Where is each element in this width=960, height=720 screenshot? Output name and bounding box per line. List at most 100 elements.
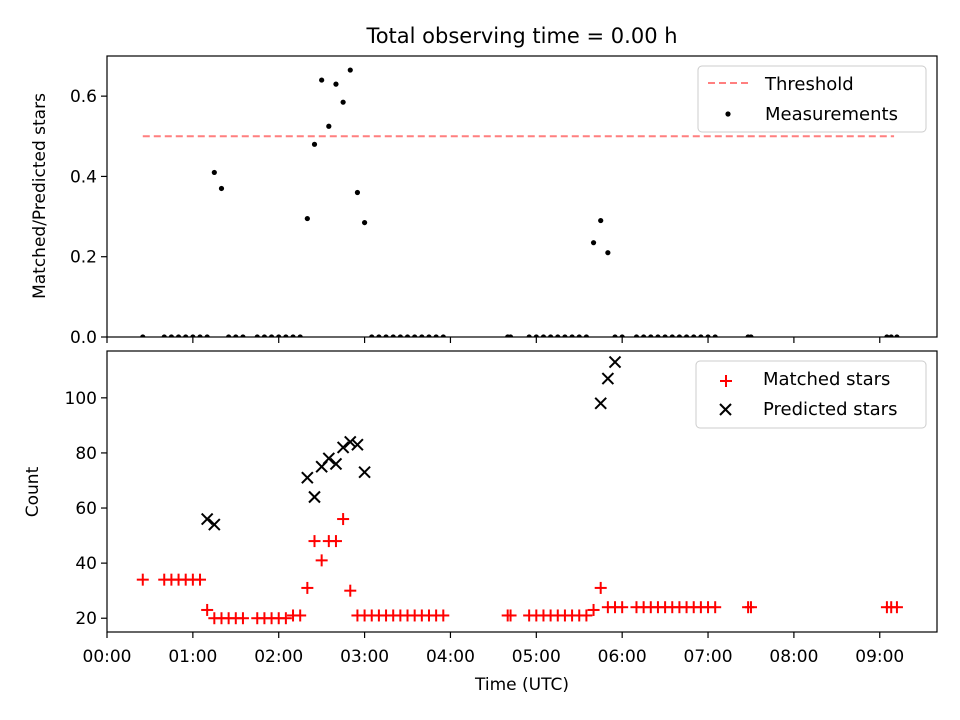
matched-star-point [337,513,350,526]
measurement-point [662,334,668,337]
matched-star-point [329,535,342,548]
x-axis-label: Time (UTC) [474,675,569,695]
measurement-point [290,334,296,337]
x-tick-label: 08:00 [769,647,818,667]
top-panel: 0.0 0.2 0.4 0.6 Matched/Predicted stars Thr… [30,55,938,348]
measurement-point [311,141,318,147]
measurement-point [426,334,432,337]
measurement-point [576,334,582,337]
measurement-point [161,334,167,337]
measurement-point [140,334,146,337]
measurement-point [598,217,604,224]
legend-predicted-label: Predicted stars [763,399,897,420]
matched-star-point [744,601,757,614]
top-ytick-label: 0.6 [70,87,97,107]
measurement-point [211,169,217,176]
measurement-point [175,334,182,337]
measurement-point [276,334,282,337]
measurement-point [691,334,697,337]
matched-star-point [890,601,903,614]
legend-threshold-label: Threshold [764,74,854,95]
measurement-point [641,334,647,337]
measurement-point [347,67,353,73]
measurement-point [698,334,704,337]
matched-star-point [201,603,214,616]
top-ytick-label: 0.2 [70,248,97,268]
measurement-point [507,334,514,337]
measurement-point [340,99,346,105]
measurement-point [404,334,411,337]
matched-star-point [594,581,607,594]
bottom-ytick-label: 80 [75,444,97,464]
x-tick-label: 02:00 [254,647,303,667]
measurement-point [326,123,332,129]
top-ytick-label: 0.4 [70,167,97,187]
measurement-point [168,334,174,337]
measurement-point [555,334,561,337]
matched-star-point [587,603,600,616]
measurement-point [240,334,246,337]
measurement-point [548,334,554,337]
measurement-point [562,334,568,337]
measurement-point [712,334,718,337]
measurement-point [376,334,382,337]
legend-predicted-swatch [719,403,732,416]
measurement-point [884,334,890,337]
measurement-point [533,334,539,337]
measurement-point [197,334,203,337]
measurement-point [254,334,260,337]
measurement-point [583,334,589,337]
x-tick-label: 01:00 [168,647,217,667]
measurement-point [304,215,310,222]
measurement-point [204,334,210,337]
measurement-point [669,334,675,337]
predicted-star-point [351,438,364,451]
measurement-point [354,189,361,196]
x-tick-label: 05:00 [512,647,561,667]
matched-star-point [504,609,517,622]
measurement-point [894,334,900,337]
legend-matched-label: Matched stars [763,369,890,390]
matched-star-point [301,581,314,594]
measurement-point [268,334,275,337]
measurement-point [683,334,690,337]
chart-title: Total observing time = 0.00 h [365,24,677,48]
matched-star-point [136,573,149,586]
bottom-ytick-label: 60 [75,499,97,519]
predicted-star-point [308,490,321,504]
legend-matched-swatch [720,375,732,387]
top-legend: Threshold Measurements [697,65,927,133]
matched-star-point [315,554,328,567]
measurement-point [183,334,189,337]
matched-star-point [279,612,292,625]
matched-star-point [616,601,629,614]
measurement-point [433,334,439,337]
legend-measurements-label: Measurements [765,104,898,125]
x-tick-label: 07:00 [684,647,733,667]
top-y-axis-label: Matched/Predicted stars [30,93,50,299]
measurement-point [261,334,268,337]
predicted-star-point [344,435,357,449]
bottom-ytick-label: 100 [65,389,97,409]
measurement-point [612,334,618,337]
measurement-point [633,334,640,337]
matched-star-point [236,612,249,625]
measurement-point [605,250,611,256]
predicted-star-point [358,466,371,479]
predicted-star-point [608,355,622,369]
matched-star-point [308,535,321,548]
measurement-point [440,334,446,337]
predicted-star-point [601,372,615,385]
x-tick-label: 09:00 [855,647,904,667]
measurement-point [648,334,654,337]
measurement-point [226,334,232,337]
measurement-point [655,334,661,337]
matched-star-point [437,609,450,622]
matched-star-point [580,609,593,622]
x-tick-label: 03:00 [340,647,389,667]
predicted-star-point [301,471,314,484]
measurement-point [676,334,683,337]
predicted-star-point [322,452,336,465]
measurement-point [383,334,389,337]
